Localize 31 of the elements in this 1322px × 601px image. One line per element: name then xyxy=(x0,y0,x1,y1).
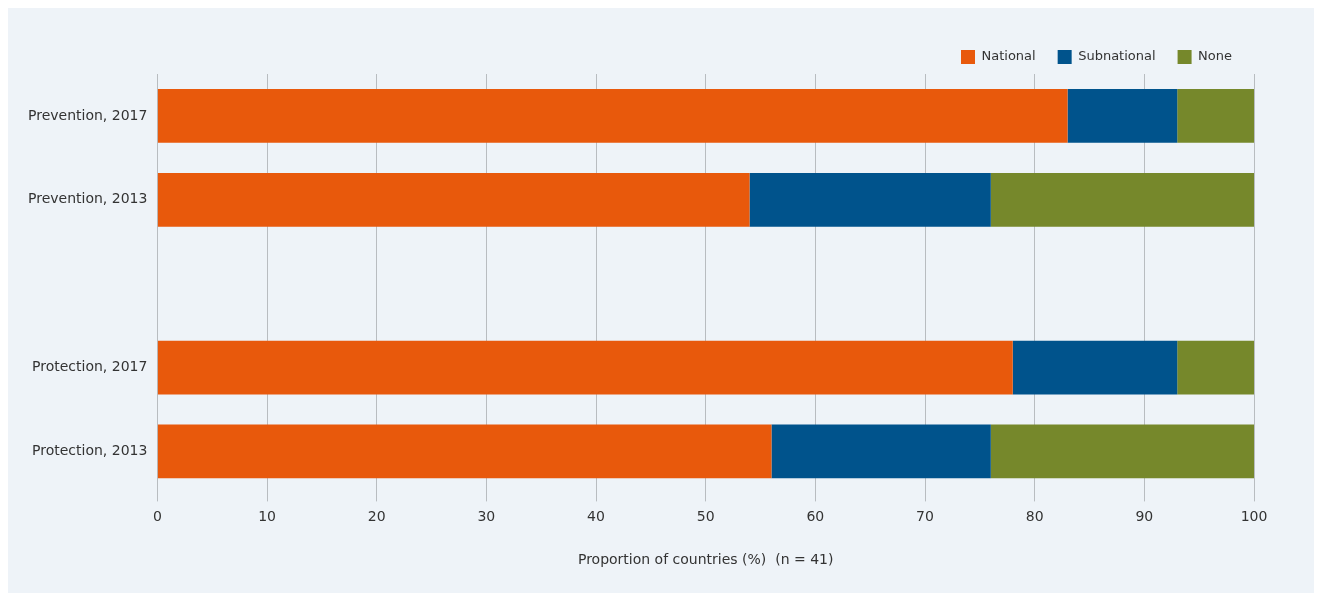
bar xyxy=(749,172,991,227)
bar xyxy=(771,424,991,479)
bar xyxy=(157,340,1013,395)
y-tick-label: Prevention, 2017 xyxy=(27,106,148,123)
x-tick-label: 70 xyxy=(916,508,934,525)
y-tick-label: Prevention, 2013 xyxy=(27,190,148,207)
x-tick-label: 0 xyxy=(152,508,162,525)
x-tick-label: 90 xyxy=(1135,508,1154,525)
x-tick-label: 10 xyxy=(258,508,276,525)
bar xyxy=(1067,89,1178,143)
x-tick-label: 50 xyxy=(696,508,715,525)
bar xyxy=(990,172,1254,227)
x-tick-label: 60 xyxy=(806,508,825,525)
bar xyxy=(1177,89,1254,143)
legend-label: National xyxy=(981,48,1036,64)
bar xyxy=(990,424,1254,479)
bar xyxy=(157,424,772,479)
bar xyxy=(157,172,750,227)
y-tick-label: Protection, 2017 xyxy=(32,358,148,375)
x-tick-label: 30 xyxy=(477,508,496,525)
x-tick-label: 40 xyxy=(587,508,605,525)
bar xyxy=(1177,340,1254,395)
bar xyxy=(1012,340,1178,395)
x-tick-label: 20 xyxy=(367,508,386,525)
x-tick-label: 80 xyxy=(1025,508,1044,525)
legend-label: Subnational xyxy=(1078,48,1156,64)
y-tick-label: Protection, 2013 xyxy=(32,442,148,459)
x-tick-label: 100 xyxy=(1240,508,1268,525)
x-axis-title: Proportion of countries (%) (n = 41) xyxy=(577,551,834,568)
bar xyxy=(157,89,1068,143)
legend-label: None xyxy=(1198,48,1233,64)
